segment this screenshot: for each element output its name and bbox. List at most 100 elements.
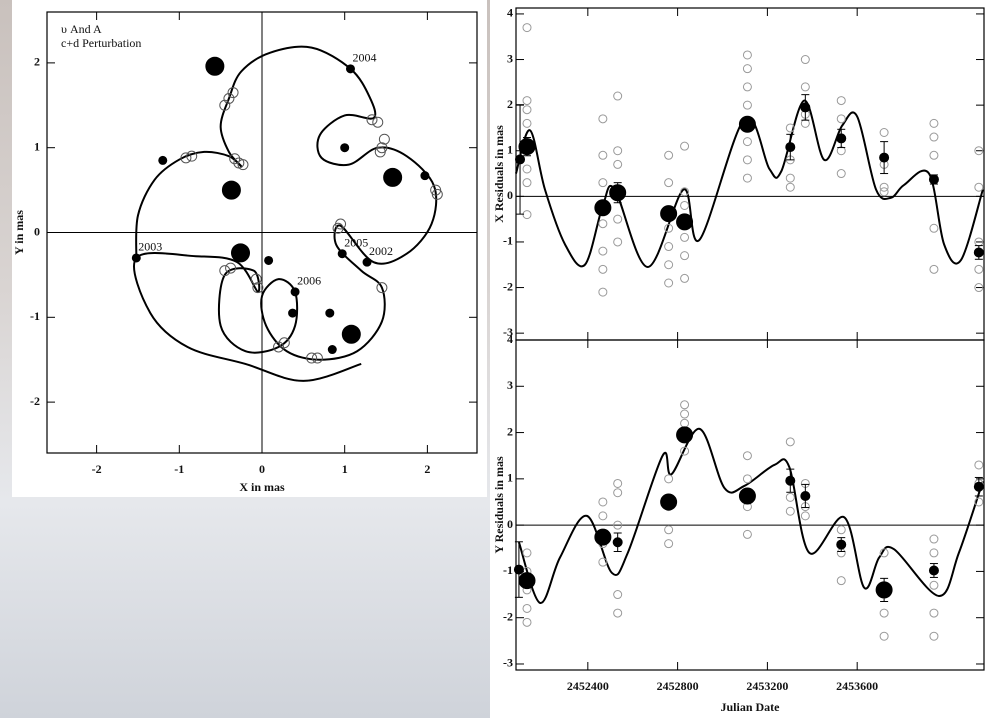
y-tick-label: 1 (507, 142, 513, 156)
filled-point (800, 490, 811, 501)
filled-point (879, 152, 890, 163)
open-point (250, 273, 262, 285)
open-point (613, 478, 623, 488)
open-point (186, 150, 198, 162)
filled-point (875, 581, 893, 599)
open-point (680, 200, 690, 210)
open-point (836, 525, 846, 535)
filled-point (362, 257, 372, 267)
filled-point (337, 249, 347, 259)
open-point (613, 488, 623, 498)
open-point (836, 96, 846, 106)
year-label: 2005 (344, 235, 368, 249)
filled-point (158, 155, 168, 165)
open-point (598, 150, 608, 160)
open-point (929, 580, 939, 590)
y-axis-label: X Residuals in mas (492, 125, 506, 223)
open-point (522, 617, 532, 627)
open-point (664, 474, 674, 484)
open-point (598, 557, 608, 567)
model-curve (133, 45, 438, 382)
open-point (879, 631, 889, 641)
open-point (223, 93, 235, 105)
filled-point (288, 308, 298, 318)
y-tick-label: -2 (503, 279, 513, 293)
open-point (742, 50, 752, 60)
filled-point (205, 56, 225, 76)
open-point (680, 251, 690, 261)
open-point (879, 182, 889, 192)
y-tick-label: 2 (507, 97, 513, 111)
open-point (929, 631, 939, 641)
y-tick-label: 3 (507, 51, 513, 65)
open-point (225, 262, 237, 274)
filled-point (325, 308, 335, 318)
filled-point (785, 142, 796, 153)
open-point (664, 539, 674, 549)
plot-frame (515, 339, 985, 671)
open-point (613, 214, 623, 224)
y-tick-label: 0 (34, 224, 40, 238)
open-point (785, 437, 795, 447)
open-point (785, 173, 795, 183)
x-tick-label: 2452800 (657, 679, 699, 693)
year-label: 2003 (138, 240, 162, 254)
open-point (378, 133, 390, 145)
open-point (332, 222, 344, 234)
open-point (742, 155, 752, 165)
open-point (598, 219, 608, 229)
open-point (785, 506, 795, 516)
open-point (237, 159, 249, 171)
filled-point (785, 475, 796, 486)
open-point (522, 178, 532, 188)
open-point (598, 264, 608, 274)
open-point (800, 55, 810, 65)
open-point (742, 82, 752, 92)
filled-point (800, 102, 811, 113)
open-point (664, 242, 674, 252)
open-point (929, 264, 939, 274)
y-tick-label: 2 (507, 424, 513, 438)
y-tick-label: -2 (503, 609, 513, 623)
filled-point (513, 564, 524, 575)
open-point (522, 23, 532, 33)
filled-point (420, 171, 430, 181)
filled-point (340, 143, 350, 153)
y-axis-label: Y Residuals in mas (492, 456, 506, 554)
open-point (800, 82, 810, 92)
open-point (785, 123, 795, 133)
open-point (742, 474, 752, 484)
open-point (598, 246, 608, 256)
x-tick-label: 2453200 (746, 679, 788, 693)
open-point (372, 116, 384, 128)
open-point (929, 534, 939, 544)
open-point (613, 237, 623, 247)
filled-point (660, 493, 678, 511)
open-point (785, 492, 795, 502)
open-point (785, 182, 795, 192)
filled-point (341, 324, 361, 344)
filled-point (738, 115, 756, 133)
open-point (680, 446, 690, 456)
filled-point (221, 180, 241, 200)
open-point (836, 576, 846, 586)
year-label: 2004 (352, 51, 376, 65)
filled-point (264, 255, 274, 265)
open-point (613, 91, 623, 101)
filled-point (345, 64, 355, 74)
x-tick-label: 1 (342, 462, 348, 476)
open-point (974, 146, 984, 156)
open-point (836, 169, 846, 179)
open-point (929, 118, 939, 128)
x-tick-label: 2453600 (836, 679, 878, 693)
filled-point (515, 154, 526, 165)
open-point (613, 520, 623, 530)
open-point (974, 460, 984, 470)
open-point (800, 511, 810, 521)
open-point (680, 232, 690, 242)
open-point (929, 548, 939, 558)
open-point (273, 341, 285, 353)
y-tick-label: -1 (30, 309, 40, 323)
open-point (522, 118, 532, 128)
filled-point (738, 487, 756, 505)
